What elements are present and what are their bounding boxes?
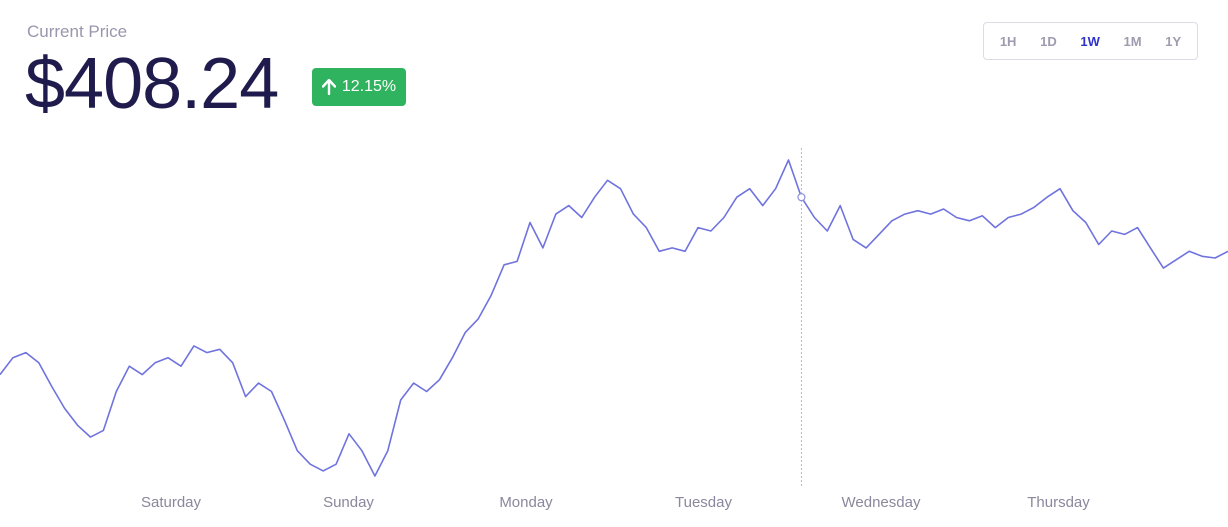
hover-point: [797, 193, 806, 202]
x-tick-label: Tuesday: [675, 494, 732, 511]
range-option-1d[interactable]: 1D: [1040, 33, 1057, 49]
range-option-1h[interactable]: 1H: [999, 33, 1017, 49]
arrow-up-icon: [321, 79, 336, 95]
x-tick-label: Sunday: [323, 494, 374, 511]
x-tick-label: Thursday: [1027, 494, 1090, 511]
current-price-value: $408.24: [25, 44, 279, 124]
x-tick-label: Monday: [499, 494, 553, 511]
price-change-badge: 12.15%: [312, 68, 406, 106]
range-option-1m[interactable]: 1M: [1123, 33, 1142, 49]
range-option-1y[interactable]: 1Y: [1165, 33, 1182, 49]
range-option-1w[interactable]: 1W: [1080, 33, 1100, 49]
price-series-line[interactable]: [0, 159, 1228, 477]
x-tick-label: Wednesday: [842, 494, 921, 511]
current-price-label: Current Price: [27, 22, 128, 41]
x-tick-label: Saturday: [141, 494, 202, 511]
time-range-selector: 1H 1D 1W 1M 1Y: [983, 22, 1198, 60]
price-change-percent: 12.15%: [341, 78, 397, 95]
